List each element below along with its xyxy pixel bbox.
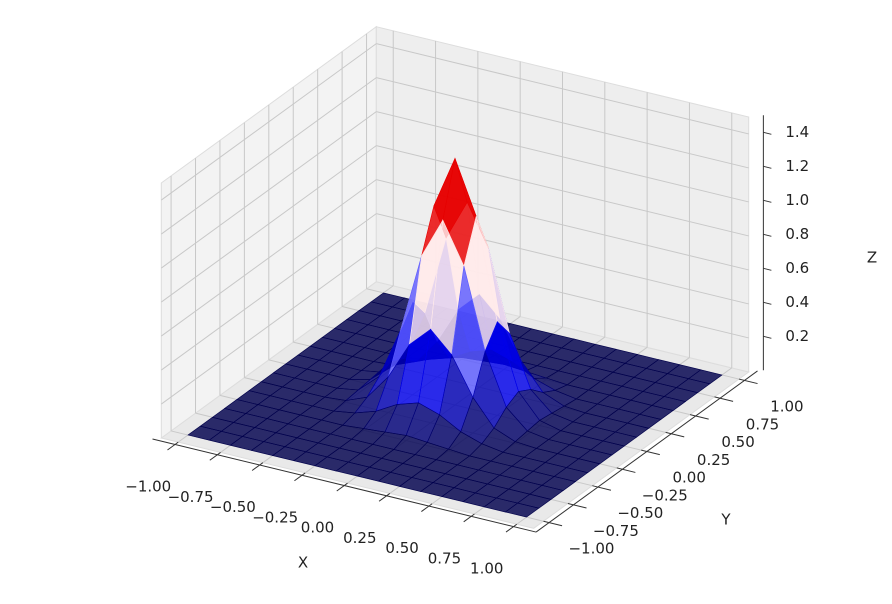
z-tick-label: 1.0 (785, 191, 809, 209)
grid-line (161, 77, 377, 235)
y-tick (665, 431, 685, 438)
y-tick (567, 502, 587, 509)
x-tick-label: 0.50 (385, 539, 418, 557)
z-tick (763, 335, 772, 339)
x-tick (463, 513, 475, 523)
x-axis-title: X (298, 554, 308, 572)
x-tick (167, 441, 179, 451)
x-tick-label: −0.25 (252, 508, 298, 526)
z-tick (763, 165, 772, 169)
y-tick-label: 0.00 (672, 469, 705, 487)
grid-line (161, 111, 377, 269)
grid-line (161, 43, 377, 201)
x-tick-label: 0.75 (428, 549, 461, 567)
z-tick-label: 0.8 (785, 225, 809, 243)
z-tick-label: 0.4 (785, 293, 809, 311)
grid-line (161, 247, 377, 405)
z-tick-label: 1.4 (785, 123, 809, 141)
grid-line (161, 179, 377, 337)
x-tick-label: −0.50 (210, 498, 256, 516)
z-tick (763, 131, 772, 135)
x-tick-label: 0.00 (301, 519, 334, 537)
x-tick-label: 0.25 (343, 529, 376, 547)
x-tick (209, 452, 221, 461)
z-tick (763, 267, 772, 271)
y-tick-label: −0.50 (617, 504, 663, 522)
z-tick (763, 301, 772, 305)
y-tick (543, 520, 563, 527)
y-tick-label: 0.25 (697, 451, 730, 469)
y-tick (641, 449, 660, 456)
y-axis-title: Y (720, 511, 731, 529)
x-tick (505, 523, 518, 533)
x-tick (378, 493, 391, 502)
y-tick-label: 1.00 (770, 398, 803, 416)
x-tick-label: 1.00 (470, 560, 503, 578)
y-tick-label: −0.25 (642, 486, 688, 504)
y-tick (714, 396, 734, 402)
x-tick-label: −1.00 (125, 478, 171, 496)
grid-line (376, 145, 749, 237)
y-tick-label: −0.75 (593, 522, 639, 540)
y-tick-label: 0.50 (721, 433, 754, 451)
z-tick-label: 0.2 (785, 327, 809, 345)
grid-line (161, 145, 377, 303)
grid-line (376, 179, 749, 271)
grid-line (376, 111, 749, 203)
grid-line (376, 77, 749, 169)
z-tick-label: 1.2 (785, 157, 809, 175)
surface-patch (504, 502, 540, 518)
grid-line (376, 43, 749, 135)
z-tick (763, 199, 772, 203)
y-tick-label: 0.75 (746, 415, 779, 433)
y-tick (738, 378, 758, 385)
y-tick (616, 467, 636, 473)
x-tick (251, 462, 264, 471)
grid-line (161, 213, 377, 371)
x-tick (421, 503, 433, 512)
x-tick-label: −0.75 (168, 488, 214, 506)
z-axis-title: Z (867, 249, 877, 267)
x-tick (336, 482, 348, 492)
x-tick (294, 472, 306, 482)
y-tick (689, 414, 709, 420)
z-tick-label: 0.6 (785, 259, 809, 277)
z-tick (763, 233, 772, 237)
y-tick (592, 485, 612, 491)
y-tick-label: −1.00 (568, 540, 614, 558)
